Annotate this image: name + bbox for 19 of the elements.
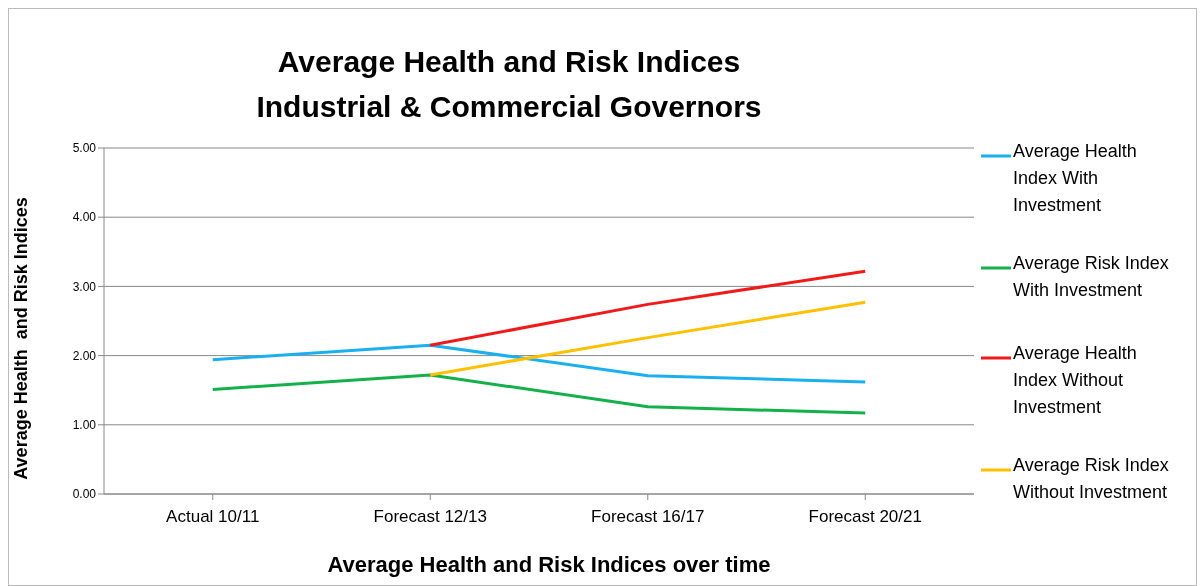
x-tick-label: Forecast 12/13 [373,507,487,527]
legend-label: Average Health Index With Investment [1013,140,1138,217]
x-tick-label: Forecast 16/17 [591,507,705,527]
y-tick-label: 5.00 [72,141,97,156]
legend-label: Average Risk Index Without Investment [1013,454,1170,504]
x-axis-title: Average Health and Risk Indices over time [326,552,772,578]
x-tick-label: Actual 10/11 [166,507,260,527]
x-tick-label: Forecast 20/21 [808,507,922,527]
line-series [211,373,867,415]
line-series [211,343,867,384]
y-tick-label: 3.00 [72,279,97,294]
y-tick-label: 2.00 [72,348,97,363]
legend-label: Average Health Index Without Investment [1013,342,1138,419]
y-tick-label: 4.00 [72,210,97,225]
y-axis-title: Average Health and Risk Indices [10,196,32,482]
y-tick-label: 1.00 [72,418,97,433]
y-tick-label: 0.00 [72,487,97,502]
legend-label: Average Risk Index With Investment [1013,252,1170,302]
chart-title: Average Health and Risk Indices Industrial & Commercial Governors [255,44,763,125]
